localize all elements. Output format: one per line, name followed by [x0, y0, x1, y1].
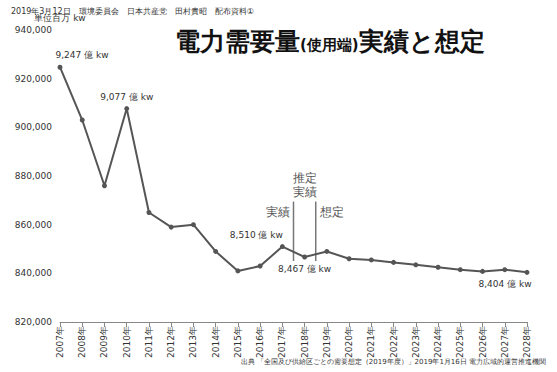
- svg-text:840,000: 840,000: [15, 268, 52, 278]
- svg-text:9,077 億 kw: 9,077 億 kw: [100, 92, 153, 102]
- svg-text:940,000: 940,000: [15, 25, 52, 35]
- svg-text:900,000: 900,000: [15, 122, 52, 132]
- svg-text:実績: 実績: [266, 205, 290, 219]
- svg-text:2016年: 2016年: [255, 326, 265, 358]
- svg-text:実績: 実績: [293, 185, 317, 199]
- svg-text:9,247 億 kw: 9,247 億 kw: [55, 50, 108, 60]
- svg-text:2007年: 2007年: [55, 326, 65, 358]
- svg-text:出典 「全国及び供給区ごとの需要想定（2019年度）」201: 出典 「全国及び供給区ごとの需要想定（2019年度）」2019年1月16日 電力…: [241, 358, 546, 366]
- svg-text:2025年: 2025年: [455, 326, 465, 358]
- svg-text:2024年: 2024年: [433, 326, 443, 358]
- svg-text:単位百万 kw: 単位百万 kw: [34, 12, 86, 23]
- svg-text:880,000: 880,000: [15, 171, 52, 181]
- svg-text:820,000: 820,000: [15, 317, 52, 327]
- svg-text:2012年: 2012年: [166, 326, 176, 358]
- svg-text:2009年: 2009年: [99, 326, 109, 358]
- svg-text:2008年: 2008年: [77, 326, 87, 358]
- svg-text:2020年: 2020年: [344, 326, 354, 358]
- svg-text:2019年: 2019年: [322, 326, 332, 358]
- svg-text:推定: 推定: [293, 171, 317, 185]
- svg-text:860,000: 860,000: [15, 220, 52, 230]
- svg-text:2013年: 2013年: [188, 326, 198, 358]
- svg-text:2014年: 2014年: [211, 326, 221, 358]
- svg-text:(使用端): (使用端): [300, 36, 359, 54]
- svg-text:8,510 億 kw: 8,510 億 kw: [230, 230, 283, 240]
- svg-text:920,000: 920,000: [15, 74, 52, 84]
- svg-text:2021年: 2021年: [366, 326, 376, 358]
- svg-text:2023年: 2023年: [411, 326, 421, 358]
- svg-text:2018年: 2018年: [300, 326, 310, 358]
- svg-text:2019年3月12日 環境委員会 日本共産党 田村貴昭 配布: 2019年3月12日 環境委員会 日本共産党 田村貴昭 配布資料①: [11, 7, 254, 16]
- svg-text:8,467 億 kw: 8,467 億 kw: [278, 264, 331, 274]
- svg-text:2028年: 2028年: [522, 326, 532, 358]
- svg-text:2010年: 2010年: [122, 326, 132, 358]
- svg-text:想定: 想定: [319, 205, 344, 219]
- svg-text:2022年: 2022年: [389, 326, 399, 358]
- svg-text:実績と想定: 実績と想定: [358, 27, 485, 56]
- svg-text:2015年: 2015年: [233, 326, 243, 358]
- svg-text:2011年: 2011年: [144, 326, 154, 358]
- svg-text:8,404 億 kw: 8,404 億 kw: [478, 279, 531, 289]
- svg-text:電力需要量: 電力需要量: [175, 27, 300, 56]
- svg-text:2027年: 2027年: [500, 326, 510, 358]
- svg-text:2017年: 2017年: [277, 326, 287, 358]
- svg-text:2026年: 2026年: [478, 326, 488, 358]
